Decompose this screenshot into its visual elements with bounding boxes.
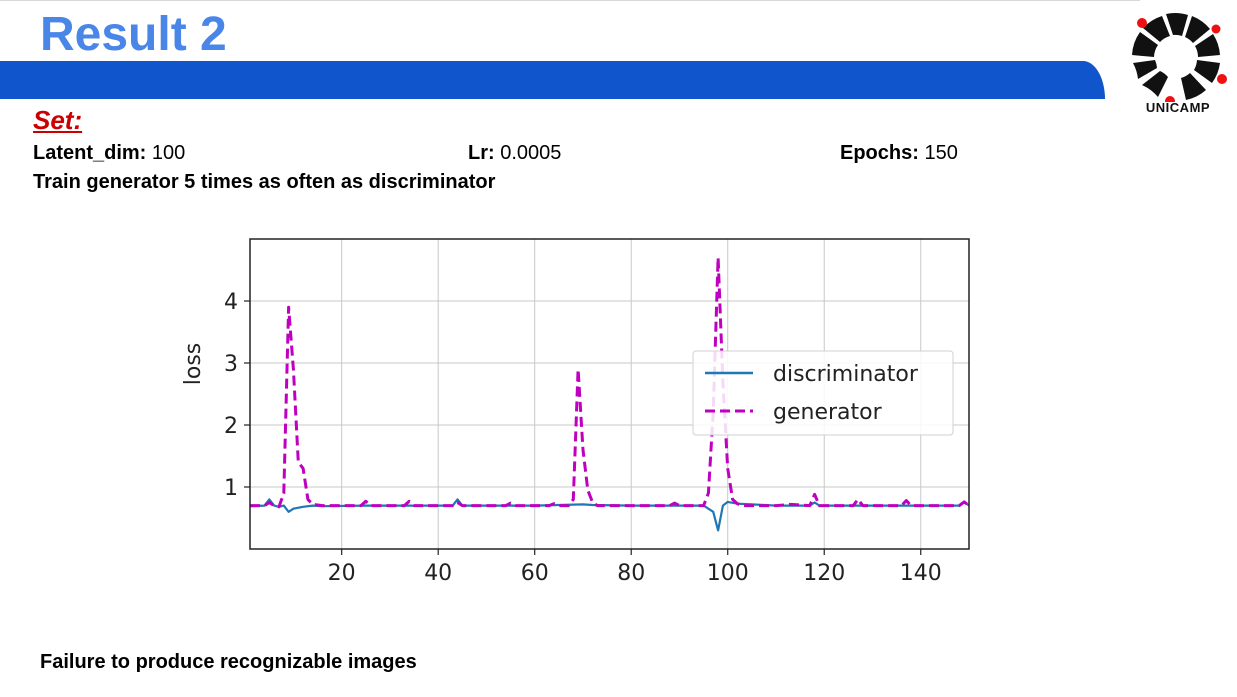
x-ticks: 20 40 60 80 100 120 140 — [328, 549, 942, 586]
loss-chart: 20 40 60 80 100 120 140 1 2 3 4 loss discriminato… — [181, 238, 970, 586]
param-label: Lr: — [468, 142, 495, 164]
x-tick-label: 20 — [328, 561, 356, 586]
x-tick-label: 100 — [707, 561, 749, 586]
y-tick-label: 3 — [224, 352, 238, 377]
param-latent-dim: Latent_dim: 100 — [33, 142, 185, 165]
y-tick-label: 4 — [224, 290, 238, 315]
y-axis-label: loss — [181, 343, 206, 386]
series-line-generator — [250, 256, 970, 509]
param-lr: Lr: 0.0005 — [468, 142, 561, 165]
title-banner — [0, 61, 1105, 99]
param-label: Latent_dim: — [33, 142, 147, 164]
x-tick-label: 60 — [521, 561, 549, 586]
param-epochs: Epochs: 150 — [840, 142, 958, 165]
grid — [250, 239, 969, 549]
logo-text: UNICAMP — [1145, 100, 1211, 115]
x-tick-label: 40 — [424, 561, 452, 586]
set-label: Set: — [33, 105, 83, 135]
param-value: 0.0005 — [500, 142, 562, 164]
x-tick-label: 80 — [617, 561, 645, 586]
top-rule — [0, 0, 1140, 1]
footer-text: Failure to produce recognizable images — [40, 651, 417, 673]
legend-box — [692, 350, 954, 436]
y-tick-label: 2 — [224, 414, 238, 439]
param-label: Epochs: — [840, 142, 919, 164]
unicamp-emblem-icon — [1132, 13, 1227, 102]
series-lines — [249, 256, 970, 532]
legend-label-discriminator: discriminator — [773, 362, 919, 387]
plot-frame — [249, 238, 970, 550]
legend: discriminator generator — [692, 350, 954, 436]
param-value: 150 — [924, 142, 958, 164]
param-value: 100 — [151, 142, 186, 164]
y-tick-label: 1 — [224, 476, 238, 501]
unicamp-logo: UNICAMP — [1126, 12, 1230, 120]
training-note: Train generator 5 times as often as disc… — [33, 171, 496, 193]
y-ticks: 1 2 3 4 — [224, 290, 250, 501]
x-tick-label: 120 — [803, 561, 845, 586]
legend-label-generator: generator — [773, 400, 883, 425]
x-tick-label: 140 — [900, 561, 942, 586]
slide-title: Result 2 — [40, 8, 227, 61]
series-line-discriminator — [249, 498, 970, 532]
